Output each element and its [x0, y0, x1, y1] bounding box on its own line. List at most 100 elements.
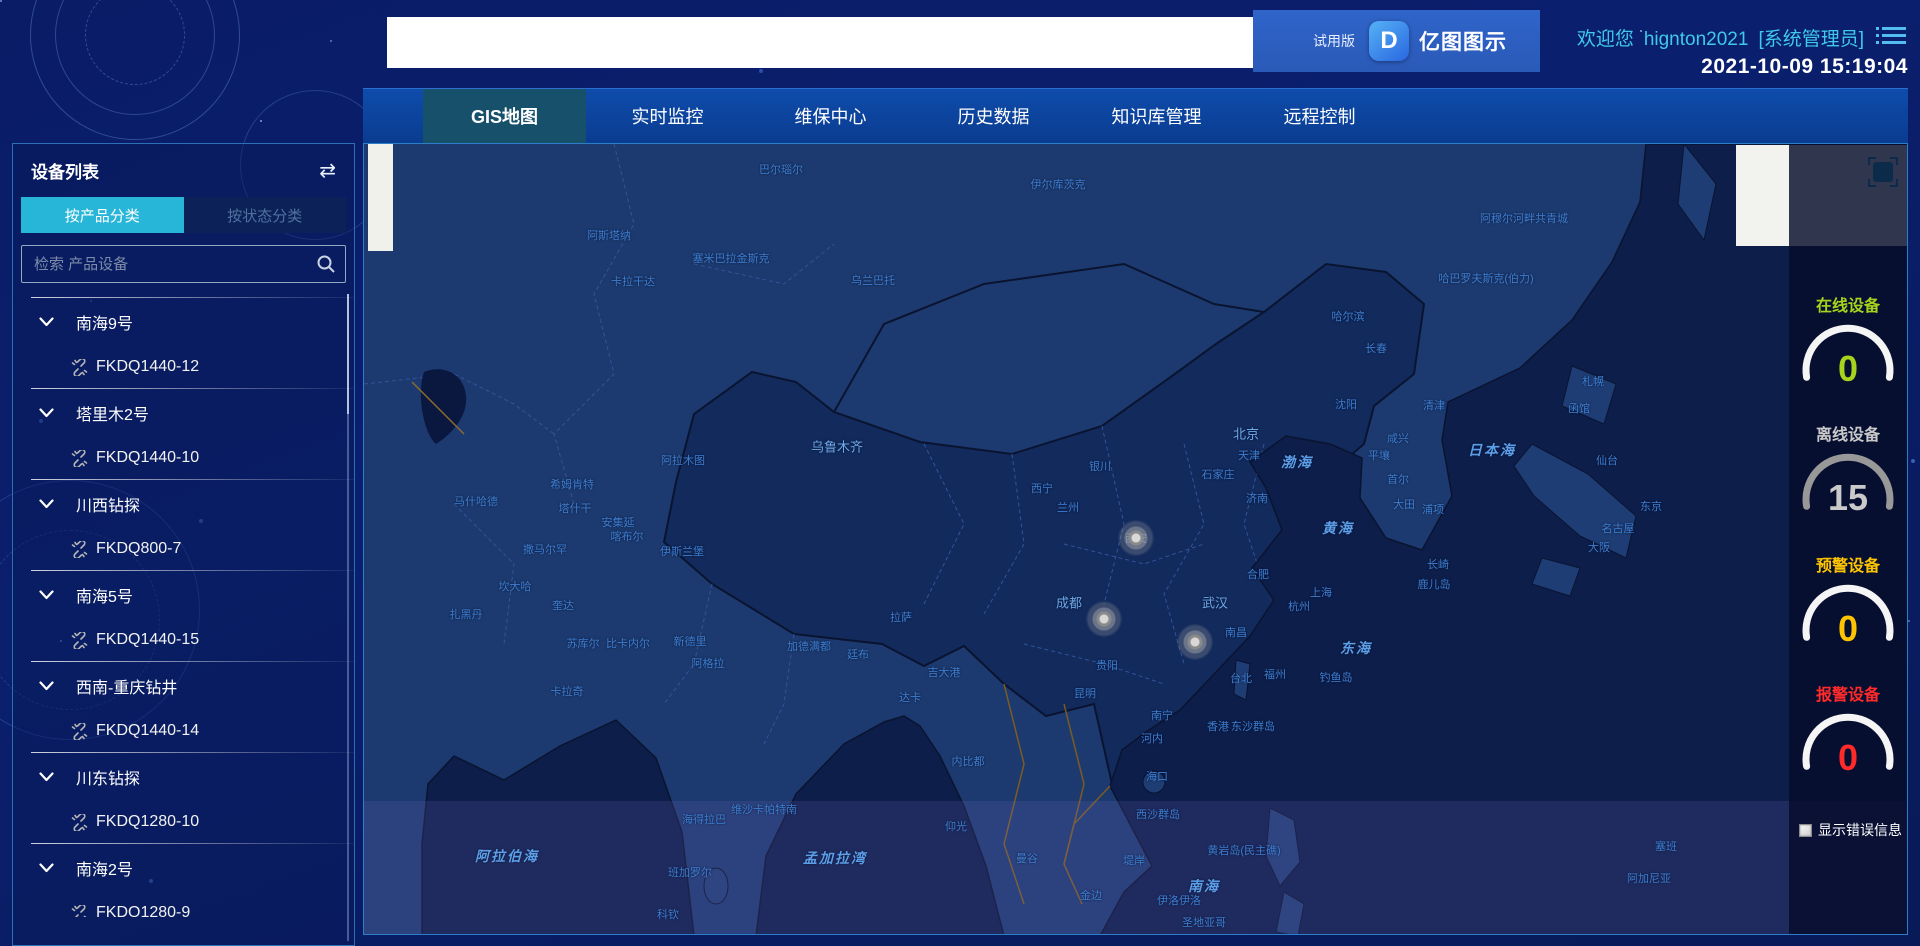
sidebar-scrollbar[interactable] — [347, 294, 349, 941]
device-group-name: 南海9号 — [76, 316, 133, 333]
gauge-label: 预警设备 — [1815, 558, 1880, 575]
gauge-value: 15 — [1827, 477, 1869, 518]
device-item[interactable]: FKDQ1280-9 — [13, 892, 354, 917]
top-header: 试用版 D 亿图图示 欢迎您 hignton2021 [系统管理员] 2021-10… — [0, 0, 1920, 115]
error-checkbox[interactable] — [1799, 823, 1812, 837]
nav-tab[interactable]: 远程控制 — [1283, 107, 1356, 127]
device-item[interactable]: FKDQ1440-15 — [13, 619, 354, 661]
tree-divider — [31, 752, 354, 753]
device-item[interactable]: FKDQ1440-12 — [13, 346, 354, 388]
datetime-display: 2021-10-09 15:19:04 — [1701, 55, 1908, 78]
list-menu-icon[interactable] — [1876, 27, 1906, 47]
gauge-arc — [1802, 713, 1894, 770]
gauge-label: 离线设备 — [1815, 427, 1880, 444]
device-item[interactable]: FKDQ1280-10 — [13, 801, 354, 843]
trial-badge: 试用版 — [1313, 33, 1355, 49]
nav-tab[interactable]: GIS地图 — [423, 89, 586, 143]
device-code: FKDQ1440-15 — [96, 631, 200, 648]
tree-divider — [31, 388, 354, 389]
gauge-value: 0 — [1837, 737, 1859, 778]
nav-tab[interactable]: 实时监控 — [631, 107, 704, 127]
chevron-down-icon — [39, 408, 54, 418]
tree-divider — [31, 570, 354, 571]
gauge-label: 在线设备 — [1815, 298, 1880, 315]
device-group-name: 西南-重庆钻井 — [76, 680, 178, 697]
device-code: FKDQ1280-9 — [96, 904, 191, 917]
device-search-input[interactable] — [21, 245, 346, 283]
edraw-logo-icon: D — [1369, 21, 1409, 61]
broken-link-icon — [71, 540, 88, 558]
broken-link-icon — [71, 813, 88, 831]
gauge-arc — [1802, 584, 1894, 641]
device-group[interactable]: 塔里木2号 — [13, 389, 354, 437]
gauge-value: 0 — [1837, 348, 1859, 389]
device-group-name: 塔里木2号 — [76, 407, 149, 424]
device-group[interactable]: 川西钻探 — [13, 480, 354, 528]
device-group-name: 南海5号 — [76, 589, 133, 606]
search-icon[interactable] — [316, 254, 336, 274]
gauge-value: 0 — [1837, 608, 1859, 649]
welcome-text: 欢迎您 hignton2021 [系统管理员] — [1577, 24, 1864, 51]
device-cluster-marker[interactable] — [1177, 624, 1213, 660]
gauge-arc — [1802, 324, 1894, 381]
broken-link-icon — [71, 722, 88, 740]
asia-basemap — [364, 144, 1907, 934]
status-gauge: 离线设备 15 — [1789, 421, 1907, 518]
nav-tab[interactable]: 历史数据 — [957, 107, 1030, 127]
welcome-prefix: 欢迎您 — [1576, 29, 1634, 50]
device-group[interactable]: 南海9号 — [13, 298, 354, 346]
device-item[interactable]: FKDQ800-7 — [13, 528, 354, 570]
chevron-down-icon — [39, 499, 54, 509]
classify-tab[interactable]: 按产品分类 — [21, 197, 184, 233]
gis-map[interactable]: 巴尔瑙尔 伊尔库茨克 阿穆尔河畔共青城 哈巴罗夫斯克(伯力) 阿斯塔纳 塞米巴拉金斯克 卡拉… — [363, 143, 1908, 935]
device-code: FKDQ1440-14 — [96, 722, 200, 739]
panel-title: 设备列表 — [31, 163, 99, 182]
device-code: FKDQ1440-12 — [96, 358, 200, 375]
chevron-down-icon — [39, 772, 54, 782]
chevron-down-icon — [39, 681, 54, 691]
device-item[interactable]: FKDQ1440-14 — [13, 710, 354, 752]
nav-tab[interactable]: 知识库管理 — [1111, 107, 1202, 127]
nav-tab[interactable]: 维保中心 — [794, 107, 867, 127]
nav-tabs: GIS地图 实时监控 维保中心 历史数据 知识库管理 远程控制 — [363, 88, 1908, 143]
broken-link-icon — [71, 631, 88, 649]
tree-divider — [31, 479, 354, 480]
device-code: FKDQ1280-10 — [96, 813, 200, 830]
collapsed-left-panel[interactable] — [368, 144, 393, 251]
device-group[interactable]: 川东钻探 — [13, 753, 354, 801]
tree-divider — [31, 843, 354, 844]
broken-link-icon — [71, 904, 88, 917]
status-gauge: 在线设备 0 — [1789, 292, 1907, 389]
classify-tabs: 按产品分类 按状态分类 — [21, 197, 346, 233]
device-group[interactable]: 西南-重庆钻井 — [13, 662, 354, 710]
collapse-toggle-icon[interactable]: ⇄ — [319, 159, 336, 182]
device-cluster-marker[interactable] — [1118, 520, 1154, 556]
device-item[interactable]: FKDQ1440-10 — [13, 437, 354, 479]
device-cluster-marker[interactable] — [1086, 601, 1122, 637]
tree-divider — [31, 661, 354, 662]
username: hignton2021 — [1643, 29, 1749, 50]
classify-tab[interactable]: 按状态分类 — [183, 197, 346, 233]
status-gauge: 预警设备 0 — [1789, 552, 1907, 649]
brand-block[interactable]: 试用版 D 亿图图示 — [1253, 10, 1540, 72]
tree-divider — [31, 297, 354, 298]
device-code: FKDQ800-7 — [96, 540, 182, 557]
device-code: FKDQ1440-10 — [96, 449, 200, 466]
user-role: [系统管理员] — [1758, 29, 1864, 50]
chevron-down-icon — [39, 863, 54, 873]
gauge-arc — [1802, 453, 1894, 510]
device-group-name: 川西钻探 — [76, 498, 141, 515]
device-tree: 南海9号 FKDQ1440-12 塔里木2号 FKDQ1440-10 川西钻探 FKDQ8… — [13, 297, 354, 917]
chevron-down-icon — [39, 590, 54, 600]
device-group[interactable]: 南海5号 — [13, 571, 354, 619]
brand-name: 亿图图示 — [1419, 31, 1507, 54]
device-group[interactable]: 南海2号 — [13, 844, 354, 892]
device-group-name: 南海2号 — [76, 862, 133, 879]
show-error-toggle[interactable]: 显示错误信息 — [1799, 820, 1902, 840]
global-search-input[interactable] — [387, 17, 1253, 68]
error-checkbox-label: 显示错误信息 — [1818, 822, 1902, 838]
status-gauge: 报警设备 0 — [1789, 681, 1907, 778]
chevron-down-icon — [39, 317, 54, 327]
device-group-name: 川东钻探 — [76, 771, 141, 788]
